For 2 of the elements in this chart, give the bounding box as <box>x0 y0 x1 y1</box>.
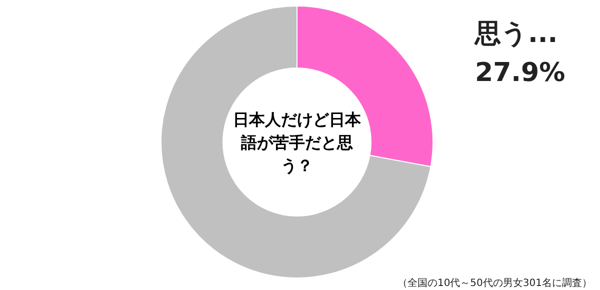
title: 日本人だけど日本語が苦手だと思う？ <box>232 109 362 177</box>
annotation: （全国の10代～50代の男女301名に調査） <box>397 278 592 289</box>
